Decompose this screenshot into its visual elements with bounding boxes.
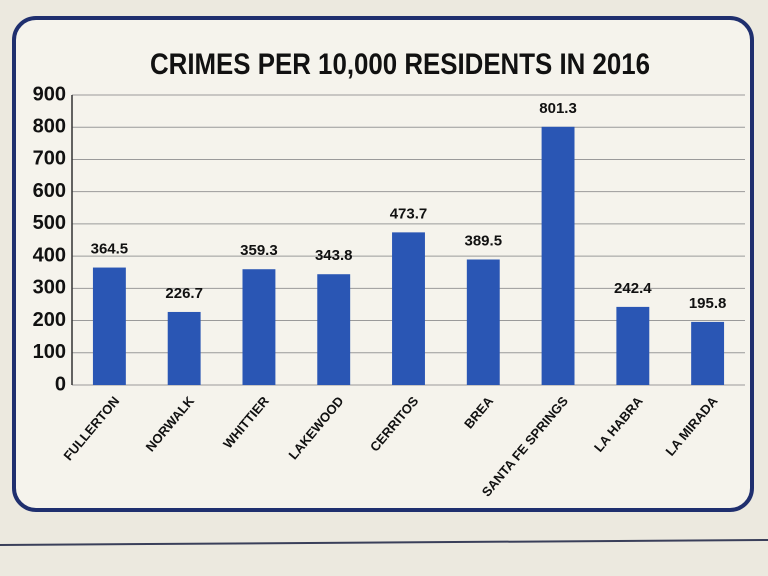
y-tick-label: 400 [33, 244, 66, 266]
y-tick-label: 200 [33, 309, 66, 331]
value-label: 242.4 [614, 280, 652, 297]
bar [541, 126, 575, 385]
y-tick-label: 100 [33, 341, 66, 363]
value-label: 364.5 [91, 241, 129, 258]
y-tick-label: 700 [33, 148, 66, 170]
y-tick-label: 600 [33, 180, 66, 202]
bar [691, 321, 725, 385]
bar [167, 311, 201, 385]
divider [0, 539, 768, 546]
bar [242, 269, 276, 385]
y-tick-label: 900 [33, 83, 66, 105]
bar [466, 259, 500, 385]
bar [92, 267, 126, 385]
value-label: 195.8 [689, 295, 727, 312]
bar [392, 232, 425, 385]
value-label: 801.3 [539, 100, 577, 117]
chart-title: CRIMES PER 10,000 RESIDENTS IN 2016 [150, 48, 650, 81]
y-tick-label: 300 [33, 277, 66, 299]
value-label: 343.8 [315, 247, 353, 264]
value-label: 359.3 [240, 242, 278, 259]
bar [317, 274, 351, 385]
y-tick-label: 800 [33, 116, 66, 138]
value-label: 389.5 [465, 232, 503, 249]
y-tick-label: 0 [55, 373, 66, 395]
value-label: 473.7 [390, 205, 428, 222]
value-label: 226.7 [165, 285, 203, 302]
y-tick-label: 500 [33, 212, 66, 234]
bar [616, 306, 650, 385]
